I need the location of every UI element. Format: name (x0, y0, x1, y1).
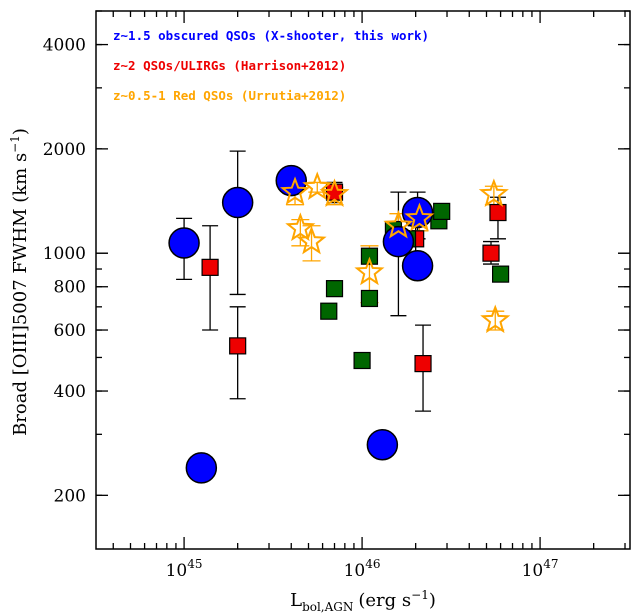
y-tick-label: 600 (54, 321, 86, 341)
data-point-square (229, 337, 247, 355)
plot-frame (95, 10, 631, 550)
data-point-star (354, 256, 385, 286)
y-tick-label: 1000 (43, 244, 86, 264)
data-point-square (320, 302, 338, 320)
y-tick-labels: 200 400 600 800 1000 2000 4000 (43, 36, 86, 507)
legend: z~1.5 obscured QSOs (X-shooter, this wor… (113, 28, 429, 103)
data-point-square (433, 202, 451, 220)
legend-entry: z~0.5-1 Red QSOs (Urrutia+2012) (113, 88, 346, 103)
y-tick-label: 200 (54, 486, 86, 506)
data-point-star (285, 212, 316, 242)
x-axis-title: Lbol,AGN (erg s−1) (290, 588, 436, 614)
data-point-circle (221, 186, 254, 219)
data-point-square (491, 265, 510, 283)
data-point-circle (275, 164, 307, 197)
data-point-star (296, 225, 327, 255)
y-tick-label: 800 (54, 278, 86, 298)
x-tick-label: 1045 (166, 557, 203, 581)
data-point-square (360, 289, 379, 308)
data-point-square (353, 351, 371, 370)
data-point-star (480, 304, 511, 334)
y-axis-title: Broad [OIII]5007 FWHM (km s−1) (8, 128, 31, 436)
x-tick-labels: 1045 1046 1047 (166, 557, 559, 581)
data-markers (168, 164, 511, 484)
data-point-square (482, 244, 500, 262)
data-point-circle (366, 428, 399, 461)
data-point-square (414, 355, 432, 373)
legend-entry: z~1.5 obscured QSOs (X-shooter, this wor… (113, 28, 429, 43)
data-point-circle (168, 227, 200, 259)
y-tick-label: 2000 (43, 140, 86, 160)
data-point-circle (401, 249, 434, 282)
legend-entry: z~2 QSOs/ULIRGs (Harrison+2012) (113, 58, 346, 73)
x-tick-label: 1047 (522, 557, 559, 581)
x-tick-label: 1046 (344, 557, 381, 581)
data-point-square (201, 258, 219, 276)
data-point-circle (185, 452, 218, 484)
data-point-star (319, 178, 350, 207)
data-point-square (360, 247, 379, 265)
y-tick-label: 400 (54, 382, 86, 402)
axis-ticks (96, 10, 630, 549)
data-point-square (325, 280, 344, 298)
data-point-star (383, 209, 414, 239)
data-point-star (302, 171, 333, 201)
y-tick-label: 4000 (43, 36, 86, 56)
data-point-star (478, 178, 509, 207)
data-point-square (489, 203, 507, 222)
data-point-star (404, 202, 435, 232)
data-point-star (279, 176, 311, 205)
